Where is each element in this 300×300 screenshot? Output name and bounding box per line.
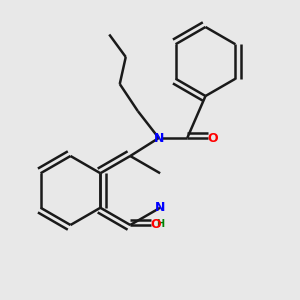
Text: O: O (207, 131, 218, 145)
Text: N: N (154, 131, 164, 145)
Text: O: O (150, 218, 161, 232)
Text: H: H (156, 219, 164, 229)
Text: N: N (155, 201, 165, 214)
